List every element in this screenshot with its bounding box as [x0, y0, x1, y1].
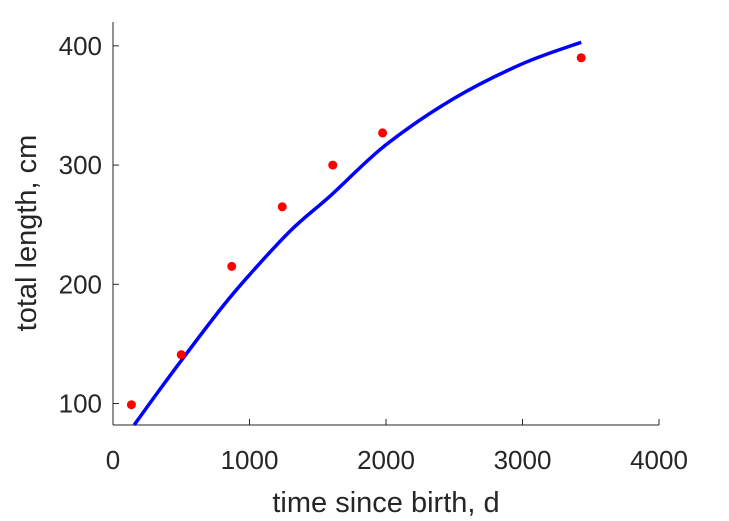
data-point	[328, 160, 338, 170]
y-axis: 100 200 300 400 total length, cm	[11, 22, 119, 425]
data-point	[176, 350, 186, 360]
x-tick-label: 3000	[494, 445, 552, 475]
data-point	[277, 202, 287, 212]
fit-curve	[132, 40, 582, 427]
y-tick-label: 400	[59, 31, 102, 61]
x-axis-title: time since birth, d	[272, 487, 499, 519]
y-axis-title: total length, cm	[11, 135, 43, 332]
x-ticks: 0 1000 2000 3000 4000	[106, 419, 688, 475]
x-tick-label: 0	[106, 445, 120, 475]
data-point	[378, 128, 388, 138]
y-tick-label: 300	[59, 150, 102, 180]
data-point	[126, 400, 136, 410]
data-point	[227, 261, 237, 271]
x-tick-label: 4000	[630, 445, 688, 475]
x-tick-label: 1000	[221, 445, 279, 475]
data-point	[576, 53, 586, 63]
y-tick-label: 100	[59, 389, 102, 419]
x-tick-label: 2000	[357, 445, 415, 475]
y-tick-label: 200	[59, 269, 102, 299]
plot-series	[126, 40, 586, 427]
y-ticks: 100 200 300 400	[59, 31, 119, 419]
x-axis: 0 1000 2000 3000 4000 time since birth, d	[106, 419, 688, 519]
